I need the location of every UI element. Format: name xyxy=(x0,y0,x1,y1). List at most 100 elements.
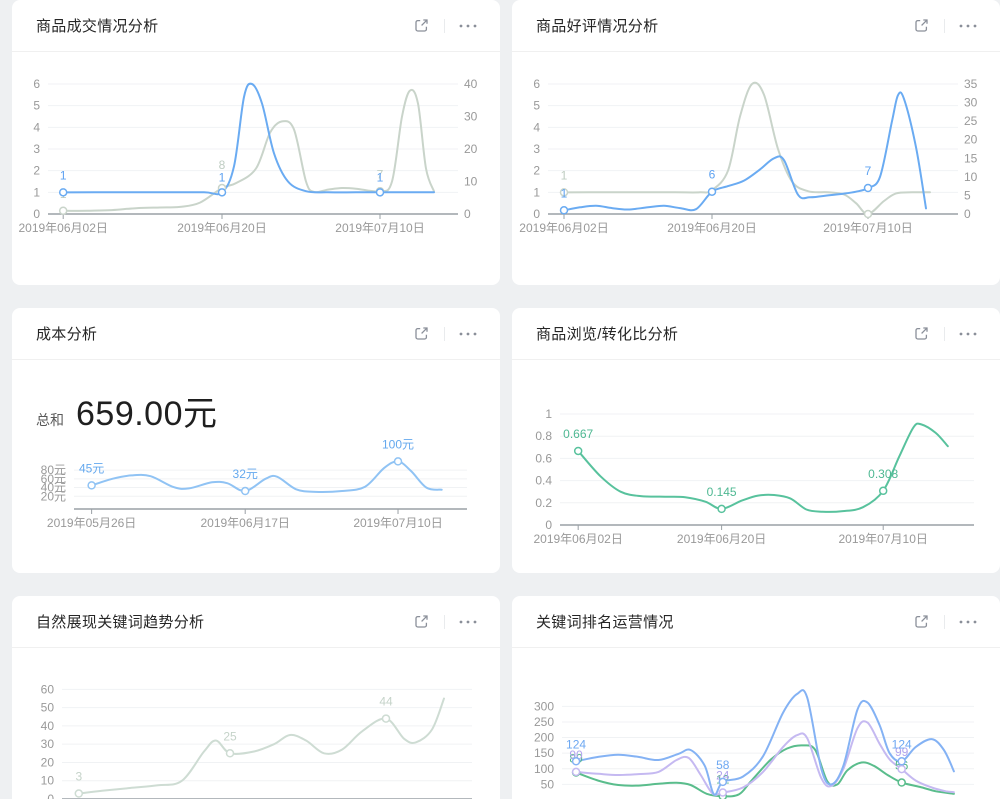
svg-text:1: 1 xyxy=(377,170,384,184)
svg-text:3: 3 xyxy=(533,142,540,156)
open-in-new-icon[interactable] xyxy=(911,612,931,632)
svg-text:45元: 45元 xyxy=(79,461,104,475)
svg-text:35: 35 xyxy=(964,77,978,91)
svg-text:99: 99 xyxy=(895,745,909,759)
more-options-icon[interactable] xyxy=(958,16,978,36)
svg-text:1: 1 xyxy=(561,186,568,200)
svg-text:4: 4 xyxy=(33,120,40,134)
svg-text:2019年06月20日: 2019年06月20日 xyxy=(177,221,266,235)
svg-text:40: 40 xyxy=(41,719,55,733)
svg-text:3: 3 xyxy=(33,142,40,156)
svg-text:250: 250 xyxy=(534,715,554,729)
svg-text:50: 50 xyxy=(41,701,55,715)
dashboard-grid: 商品成交情况分析 0 1 2 3 4 5 6 0 10 20 30 40 2019 xyxy=(12,0,1000,799)
svg-text:0: 0 xyxy=(533,207,540,221)
svg-text:90: 90 xyxy=(569,748,583,762)
svg-text:6: 6 xyxy=(709,168,716,182)
svg-text:1: 1 xyxy=(561,168,568,182)
svg-text:10: 10 xyxy=(964,170,978,184)
card-header: 关键词排名运营情况 xyxy=(512,596,1000,648)
svg-text:6: 6 xyxy=(533,77,540,91)
svg-text:0.145: 0.145 xyxy=(707,485,737,499)
svg-text:0.667: 0.667 xyxy=(563,427,593,441)
svg-text:2019年06月02日: 2019年06月02日 xyxy=(18,221,107,235)
svg-text:0.2: 0.2 xyxy=(535,496,552,510)
svg-text:200: 200 xyxy=(534,731,554,745)
card-title: 关键词排名运营情况 xyxy=(536,614,674,631)
conversion-analysis-chart[interactable]: 0 0.2 0.4 0.6 0.8 1 2019年06月02日 2019年06月20日 2019… xyxy=(512,384,1000,573)
svg-text:2019年05月26日: 2019年05月26日 xyxy=(47,516,136,530)
open-in-new-icon[interactable] xyxy=(911,16,931,36)
divider xyxy=(444,18,445,33)
svg-text:20元: 20元 xyxy=(41,489,66,503)
card-keyword-ranking: 关键词排名运营情况 50 100 150 200 250 xyxy=(512,596,1000,799)
card-title: 成本分析 xyxy=(36,326,98,343)
svg-text:2019年06月20日: 2019年06月20日 xyxy=(677,532,766,546)
card-header: 商品成交情况分析 xyxy=(12,0,500,52)
card-keyword-trend: 自然展现关键词趋势分析 0 10 20 30 40 50 6 xyxy=(12,596,500,799)
card-header: 自然展现关键词趋势分析 xyxy=(12,596,500,648)
svg-text:2019年07月10日: 2019年07月10日 xyxy=(353,516,442,530)
svg-text:124: 124 xyxy=(566,737,586,751)
svg-text:2019年07月10日: 2019年07月10日 xyxy=(838,532,927,546)
svg-text:40元: 40元 xyxy=(41,481,66,495)
svg-text:0.308: 0.308 xyxy=(868,467,898,481)
svg-text:2: 2 xyxy=(533,164,540,178)
more-options-icon[interactable] xyxy=(458,16,478,36)
svg-text:20: 20 xyxy=(41,755,55,769)
svg-text:60元: 60元 xyxy=(41,472,66,486)
svg-text:7: 7 xyxy=(865,164,872,178)
svg-text:0.6: 0.6 xyxy=(535,451,552,465)
card-review-analysis: 商品好评情况分析 0 1 2 3 4 5 6 0 5 10 15 20 25 30 3 xyxy=(512,0,1000,285)
open-in-new-icon[interactable] xyxy=(911,324,931,344)
svg-text:2019年07月10日: 2019年07月10日 xyxy=(335,221,424,235)
svg-text:44: 44 xyxy=(379,695,393,709)
svg-text:100: 100 xyxy=(534,762,554,776)
keyword-ranking-chart[interactable]: 501001502002503002019年06月02日2019年06月20日2… xyxy=(512,661,1000,799)
svg-text:1: 1 xyxy=(533,185,540,199)
svg-text:20: 20 xyxy=(464,142,478,156)
card-deal-analysis: 商品成交情况分析 0 1 2 3 4 5 6 0 10 20 30 40 2019 xyxy=(12,0,500,285)
svg-text:0: 0 xyxy=(47,792,54,799)
svg-text:2019年06月02日: 2019年06月02日 xyxy=(533,532,622,546)
svg-text:10: 10 xyxy=(464,175,478,189)
svg-text:50: 50 xyxy=(541,777,555,791)
total-stat: 总和 659.00元 xyxy=(12,360,500,435)
more-options-icon[interactable] xyxy=(958,612,978,632)
svg-text:300: 300 xyxy=(534,699,554,713)
divider xyxy=(444,326,445,341)
keyword-trend-chart[interactable]: 01020304050602019年06月02日2019年06月20日2019年… xyxy=(12,661,500,799)
svg-text:60: 60 xyxy=(41,682,55,696)
review-analysis-chart[interactable]: 0 1 2 3 4 5 6 0 5 10 15 20 25 30 35 2019年06月02日 2019年06月… xyxy=(512,52,1000,285)
svg-text:25: 25 xyxy=(223,729,237,743)
more-options-icon[interactable] xyxy=(958,324,978,344)
card-header: 商品好评情况分析 xyxy=(512,0,1000,52)
open-in-new-icon[interactable] xyxy=(411,16,431,36)
svg-text:20: 20 xyxy=(964,133,978,147)
svg-text:10: 10 xyxy=(41,774,55,788)
svg-text:0: 0 xyxy=(964,207,971,221)
svg-text:5: 5 xyxy=(33,99,40,113)
svg-text:30: 30 xyxy=(464,110,478,124)
svg-text:5: 5 xyxy=(533,99,540,113)
divider xyxy=(444,614,445,629)
more-options-icon[interactable] xyxy=(458,324,478,344)
card-title: 自然展现关键词趋势分析 xyxy=(36,614,205,631)
card-title: 商品浏览/转化比分析 xyxy=(536,326,679,343)
svg-text:100元: 100元 xyxy=(382,437,414,451)
more-options-icon[interactable] xyxy=(458,612,478,632)
svg-text:30: 30 xyxy=(964,96,978,110)
svg-text:0: 0 xyxy=(464,207,471,221)
svg-text:0: 0 xyxy=(33,207,40,221)
svg-text:5: 5 xyxy=(964,188,971,202)
open-in-new-icon[interactable] xyxy=(411,612,431,632)
open-in-new-icon[interactable] xyxy=(411,324,431,344)
svg-text:0.8: 0.8 xyxy=(535,429,552,443)
svg-text:2019年06月17日: 2019年06月17日 xyxy=(200,516,289,530)
svg-text:3: 3 xyxy=(75,770,82,784)
deal-analysis-chart[interactable]: 0 1 2 3 4 5 6 0 10 20 30 40 2019年06月02日 2019年06月20日 20… xyxy=(12,52,500,285)
svg-text:7: 7 xyxy=(377,167,384,181)
svg-text:150: 150 xyxy=(534,746,554,760)
svg-text:25: 25 xyxy=(964,114,978,128)
